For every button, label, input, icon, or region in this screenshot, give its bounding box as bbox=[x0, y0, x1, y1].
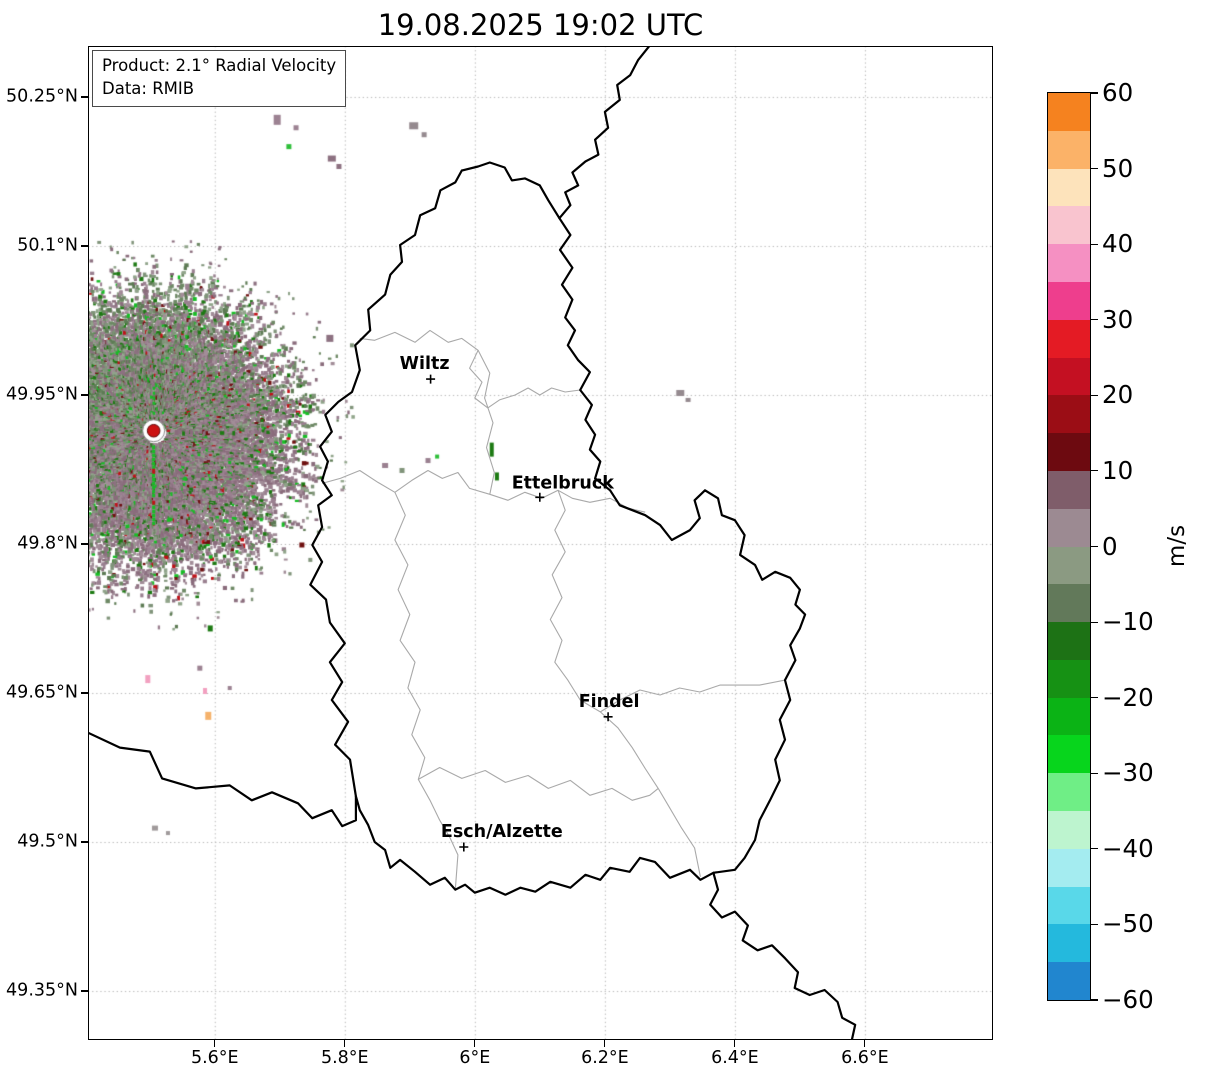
colorbar-band bbox=[1048, 168, 1090, 207]
colorbar-band bbox=[1048, 357, 1090, 396]
colorbar-tick-label: −40 bbox=[1102, 833, 1154, 863]
colorbar-band bbox=[1048, 962, 1090, 1001]
x-tick-label: 6.2°E bbox=[581, 1048, 629, 1068]
colorbar-band bbox=[1048, 773, 1090, 812]
colorbar-tick bbox=[1091, 545, 1098, 548]
y-axis-tick bbox=[81, 692, 88, 694]
x-tick-label: 5.8°E bbox=[320, 1048, 369, 1068]
colorbar-band bbox=[1048, 848, 1090, 888]
y-axis-tick bbox=[81, 841, 88, 843]
y-axis-tick bbox=[81, 394, 88, 396]
y-tick-label: 50.25°N bbox=[6, 86, 78, 107]
colorbar-band bbox=[1048, 395, 1090, 434]
colorbar-band bbox=[1048, 659, 1090, 699]
colorbar-band bbox=[1048, 622, 1090, 661]
product-info-line: Product: 2.1° Radial Velocity bbox=[102, 56, 337, 75]
colorbar-tick bbox=[1091, 999, 1098, 1001]
colorbar-tick-label: 50 bbox=[1102, 153, 1134, 183]
colorbar-tick-label: −30 bbox=[1102, 758, 1154, 788]
colorbar bbox=[1047, 92, 1091, 1001]
colorbar-band bbox=[1048, 433, 1090, 472]
colorbar-tick bbox=[1091, 923, 1098, 925]
y-tick-label: 49.8°N bbox=[17, 533, 78, 554]
x-axis-ticks: 5.6°E 5.8°E 6°E 6.2°E 6.4°E 6.6°E bbox=[88, 1048, 993, 1076]
colorbar-unit-label: m/s bbox=[1164, 524, 1190, 568]
colorbar-tick bbox=[1091, 92, 1098, 94]
product-info-box: Product: 2.1° Radial Velocity Data: RMIB bbox=[92, 50, 347, 107]
colorbar-tick bbox=[1091, 319, 1098, 321]
colorbar-tick-label: −10 bbox=[1102, 607, 1154, 637]
radar-field-canvas bbox=[88, 46, 993, 1040]
y-tick-label: 50.1°N bbox=[17, 235, 78, 256]
colorbar-tick-label: −20 bbox=[1102, 682, 1154, 712]
colorbar-tick bbox=[1091, 772, 1098, 774]
y-tick-label: 49.65°N bbox=[6, 682, 78, 703]
y-axis-ticks: 50.25°N 50.1°N 49.95°N 49.8°N 49.65°N 49.5°N 4… bbox=[0, 46, 80, 1040]
colorbar-tick-label: 40 bbox=[1102, 229, 1134, 259]
x-tick-label: 6.6°E bbox=[841, 1048, 889, 1068]
colorbar-tick-label: 10 bbox=[1102, 455, 1134, 485]
colorbar-tick-label: 30 bbox=[1102, 304, 1134, 334]
colorbar-band bbox=[1048, 93, 1090, 132]
colorbar-band bbox=[1048, 697, 1090, 736]
y-tick-label: 49.5°N bbox=[17, 831, 78, 852]
colorbar-tick bbox=[1091, 243, 1098, 245]
x-axis-tick bbox=[604, 1040, 606, 1047]
colorbar-band bbox=[1048, 811, 1090, 850]
x-axis-tick bbox=[474, 1040, 476, 1047]
colorbar-band bbox=[1048, 206, 1090, 245]
y-axis-tick bbox=[81, 990, 88, 992]
colorbar-band bbox=[1048, 470, 1090, 510]
y-tick-label: 49.35°N bbox=[6, 980, 78, 1001]
colorbar-tick-label: 20 bbox=[1102, 380, 1134, 410]
colorbar-tick bbox=[1091, 470, 1098, 472]
colorbar-band bbox=[1048, 130, 1090, 170]
colorbar-tick bbox=[1091, 621, 1098, 623]
colorbar-band bbox=[1048, 244, 1090, 283]
colorbar-band bbox=[1048, 735, 1090, 774]
colorbar-band bbox=[1048, 584, 1090, 623]
colorbar-band bbox=[1048, 546, 1090, 585]
y-axis-tick bbox=[81, 96, 88, 98]
colorbar-tick bbox=[1091, 697, 1098, 699]
colorbar-tick-label: −50 bbox=[1102, 909, 1154, 939]
colorbar-tick-label: 60 bbox=[1102, 77, 1134, 107]
x-tick-label: 6°E bbox=[459, 1048, 491, 1068]
y-axis-tick bbox=[81, 245, 88, 247]
x-axis-tick bbox=[344, 1040, 346, 1047]
colorbar-band bbox=[1048, 508, 1090, 547]
colorbar-band bbox=[1048, 886, 1090, 925]
colorbar-tick-label: 0 bbox=[1102, 531, 1118, 561]
x-axis-tick bbox=[864, 1040, 866, 1047]
x-tick-label: 5.6°E bbox=[190, 1048, 239, 1068]
x-axis-tick bbox=[734, 1040, 736, 1047]
colorbar-tick bbox=[1091, 848, 1098, 850]
map-plot: Wiltz Ettelbruck Findel Esch/Alzette Produc… bbox=[88, 46, 993, 1040]
colorbar-tick bbox=[1091, 394, 1098, 396]
data-source-line: Data: RMIB bbox=[102, 79, 195, 99]
x-tick-label: 6.4°E bbox=[711, 1048, 759, 1068]
colorbar-tick-label: −60 bbox=[1102, 984, 1154, 1014]
y-tick-label: 49.95°N bbox=[6, 384, 78, 405]
colorbar-band bbox=[1048, 281, 1090, 321]
x-axis-tick bbox=[214, 1040, 216, 1047]
colorbar-band bbox=[1048, 319, 1090, 359]
y-axis-tick bbox=[81, 543, 88, 545]
plot-title: 19.08.2025 19:02 UTC bbox=[377, 8, 704, 42]
colorbar-tick bbox=[1091, 168, 1098, 170]
colorbar-band bbox=[1048, 924, 1090, 963]
